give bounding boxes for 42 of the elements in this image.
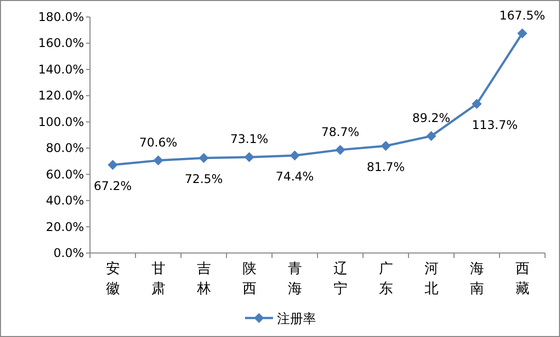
legend: 注册率 <box>245 312 316 327</box>
x-tick-label: 陕西 <box>242 261 256 297</box>
point <box>108 160 118 170</box>
point <box>517 28 528 38</box>
y-tick-label: 20.0% <box>46 220 84 234</box>
x-tick-label: 河北 <box>424 261 438 297</box>
data-label: 78.7% <box>321 124 360 139</box>
y-tick-label: 180.0% <box>38 10 84 24</box>
x-tick-label: 西藏 <box>515 261 530 297</box>
x-tick-label: 甘肃 <box>151 261 166 297</box>
x-tick-label: 安徽 <box>106 261 120 297</box>
y-tick-label: 100.0% <box>38 114 84 129</box>
point <box>335 144 346 155</box>
x-tick-label: 海南 <box>470 261 484 297</box>
point <box>244 152 254 162</box>
data-label: 113.7% <box>472 118 518 132</box>
data-label: 81.7% <box>366 160 405 174</box>
x-tick-label: 辽宁 <box>333 261 348 297</box>
point <box>472 98 482 109</box>
data-label: 72.5% <box>184 172 223 186</box>
x-tick-label: 青海 <box>288 261 302 297</box>
y-tick-label: 140.0% <box>38 62 84 76</box>
x-tick-label: 吉林 <box>196 261 211 297</box>
point <box>290 150 300 160</box>
y-tick-label: 120.0% <box>38 88 84 103</box>
legend-label: 注册率 <box>277 311 316 327</box>
x-tick-label: 广东 <box>378 261 393 297</box>
data-label: 89.2% <box>412 111 450 126</box>
data-label: 167.5% <box>499 8 546 22</box>
y-tick-label: 0.0% <box>54 246 84 260</box>
point <box>426 131 436 142</box>
data-label: 67.2% <box>94 178 132 193</box>
y-tick-label: 160.0% <box>38 36 84 50</box>
y-tick-label: 40.0% <box>46 194 84 208</box>
y-tick-label: 60.0% <box>46 167 84 182</box>
point <box>198 152 209 163</box>
data-label: 74.4% <box>276 169 314 184</box>
point <box>153 155 164 166</box>
y-tick-label: 80.0% <box>46 141 84 156</box>
point <box>380 140 391 151</box>
data-label: 70.6% <box>139 135 178 150</box>
data-label: 73.1% <box>230 132 268 146</box>
